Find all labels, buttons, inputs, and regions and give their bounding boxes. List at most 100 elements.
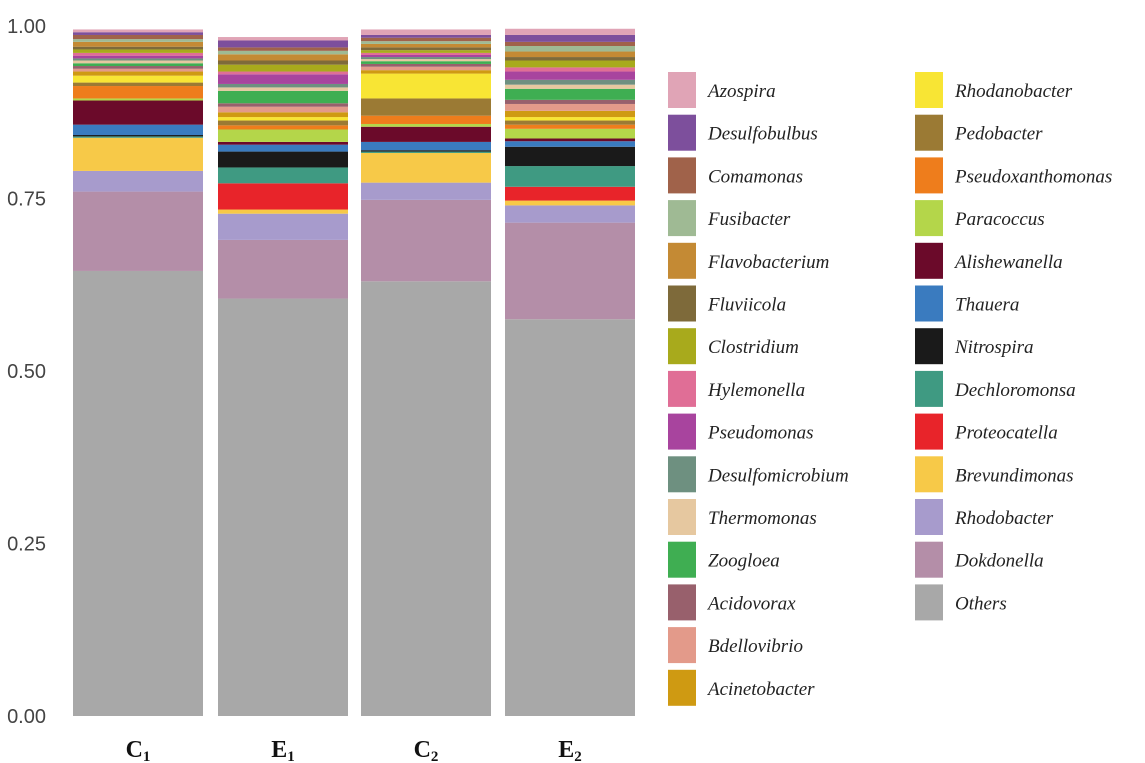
legend-item-dokdonella: Dokdonella xyxy=(915,541,1044,578)
bar-segment-pseudomonas-C1 xyxy=(73,55,203,59)
legend-swatch xyxy=(668,499,696,535)
bar-segment-alishewanella-E1 xyxy=(218,141,348,145)
bar-segment-acinetobacter-C2 xyxy=(361,70,491,74)
bar-segment-nitrospira-C2 xyxy=(361,150,491,152)
bar-segment-fusibacter-C2 xyxy=(361,41,491,44)
bar-segment-clostridium-E2 xyxy=(505,60,635,68)
bar-segment-brevundimonas-C2 xyxy=(361,152,491,183)
bar-segment-desulfomicrobium-E1 xyxy=(218,83,348,88)
bar-segment-thermomonas-E1 xyxy=(218,87,348,91)
legend-item-fusibacter: Fusibacter xyxy=(668,200,791,237)
bar-segment-dokdonella-E2 xyxy=(505,222,635,320)
y-tick-label: 0.50 xyxy=(7,361,46,383)
bar-segment-fluviicola-E2 xyxy=(505,57,635,61)
legend-swatch xyxy=(668,114,696,151)
bar-segment-comamonas-C2 xyxy=(361,37,491,42)
legend-item-alishewanella: Alishewanella xyxy=(915,242,1063,279)
y-tick-label: 0.00 xyxy=(7,706,46,728)
bar-segment-pseudomonas-E1 xyxy=(218,74,348,84)
legend-swatch xyxy=(915,200,943,237)
bars xyxy=(73,28,635,716)
bar-segment-clostridium-C1 xyxy=(73,49,203,53)
legend-swatch xyxy=(668,370,696,407)
legend-item-comamonas: Comamonas xyxy=(668,157,803,194)
bar-segment-hylemonella-C2 xyxy=(361,52,491,55)
y-tick-label: 1.00 xyxy=(7,16,46,38)
legend-item-pseudoxanthomonas: Pseudoxanthomonas xyxy=(915,157,1112,194)
bar-segment-proteocatella-E1 xyxy=(218,183,348,210)
bar-segment-comamonas-E1 xyxy=(218,47,348,51)
legend-label: Paracoccus xyxy=(954,209,1045,230)
legend-item-acidovorax: Acidovorax xyxy=(668,584,796,621)
legend-swatch xyxy=(668,541,696,578)
legend-label: Fluviicola xyxy=(707,295,786,316)
legend-label: Alishewanella xyxy=(953,252,1063,273)
bar-segment-dokdonella-E1 xyxy=(218,239,348,299)
bar-segment-acidovorax-E1 xyxy=(218,103,348,107)
bar-segment-desulfobulbus-E2 xyxy=(505,34,635,42)
bar-segment-paracoccus-C2 xyxy=(361,123,491,127)
legend-item-fluviicola: Fluviicola xyxy=(668,285,786,322)
bar-segment-alishewanella-C1 xyxy=(73,100,203,125)
legend-item-desulfomicrobium: Desulfomicrobium xyxy=(668,456,849,493)
legend-label: Proteocatella xyxy=(954,423,1058,444)
bar-segment-desulfomicrobium-C1 xyxy=(73,58,203,61)
legend-swatch xyxy=(915,499,943,535)
bar-segment-zoogloea-C1 xyxy=(73,63,203,67)
bar-segment-dechloromonsa-E2 xyxy=(505,166,635,187)
bar-segment-thauera-E1 xyxy=(218,144,348,152)
bar-segment-rhodanobacter-E1 xyxy=(218,117,348,121)
bar-segment-fluviicola-E1 xyxy=(218,60,348,65)
bar-segment-fluviicola-C1 xyxy=(73,46,203,50)
legend-item-rhodobacter: Rhodobacter xyxy=(915,499,1054,535)
bar-segment-bdellovibrio-E1 xyxy=(218,106,348,113)
legend-swatch xyxy=(668,72,696,108)
bar-segment-azospira-C2 xyxy=(361,29,491,35)
bar-segment-clostridium-C2 xyxy=(361,50,491,53)
bar-segment-thauera-C2 xyxy=(361,141,491,151)
legend-swatch xyxy=(668,242,696,279)
legend-label: Others xyxy=(955,593,1007,614)
legend-label: Bdellovibrio xyxy=(708,636,803,657)
legend-item-pedobacter: Pedobacter xyxy=(915,114,1043,151)
bar-segment-bdellovibrio-C2 xyxy=(361,66,491,71)
legend-label: Pseudomonas xyxy=(707,423,814,444)
legend-label: Acinetobacter xyxy=(706,679,815,700)
bar-segment-azospira-E1 xyxy=(218,37,348,41)
x-tick-label: C1 xyxy=(126,737,151,763)
legend-label: Rhodobacter xyxy=(954,508,1054,529)
bar-segment-dokdonella-C2 xyxy=(361,199,491,282)
bar-segment-pseudoxanthomonas-C1 xyxy=(73,86,203,99)
legend-label: Pseudoxanthomonas xyxy=(954,166,1112,187)
legend-swatch xyxy=(668,627,696,664)
bar-segment-rhodobacter-C1 xyxy=(73,170,203,192)
bar-segment-pedobacter-E1 xyxy=(218,120,348,126)
bar-segment-acinetobacter-E1 xyxy=(218,112,348,118)
legend-swatch xyxy=(668,456,696,493)
legend-label: Flavobacterium xyxy=(707,252,829,273)
bar-segment-others-C1 xyxy=(73,270,203,716)
bar-segment-thermomonas-E2 xyxy=(505,84,635,89)
bar-segment-bdellovibrio-E2 xyxy=(505,103,635,111)
legend-item-hylemonella: Hylemonella xyxy=(668,370,805,407)
bar-segment-rhodobacter-E2 xyxy=(505,205,635,223)
bar-segment-rhodobacter-C2 xyxy=(361,182,491,200)
y-tick-label: 0.25 xyxy=(7,534,46,556)
bar-segment-rhodanobacter-C2 xyxy=(361,73,491,99)
legend-label: Dechloromonsa xyxy=(954,380,1076,401)
bar-segment-pedobacter-C1 xyxy=(73,82,203,87)
legend-label: Thauera xyxy=(955,295,1019,316)
bar-segment-alishewanella-C2 xyxy=(361,126,491,142)
legend-label: Comamonas xyxy=(708,166,803,187)
bar-segment-dechloromonsa-C2 xyxy=(361,151,491,153)
legend-label: Azospira xyxy=(706,81,776,102)
legend-item-rhodanobacter: Rhodanobacter xyxy=(915,72,1073,108)
legend-swatch xyxy=(668,584,696,621)
bar-segment-brevundimonas-E1 xyxy=(218,209,348,214)
legend-item-flavobacterium: Flavobacterium xyxy=(668,242,829,279)
bar-stack-C1 xyxy=(73,29,203,716)
legend-swatch xyxy=(915,413,943,450)
bar-segment-rhodanobacter-E2 xyxy=(505,117,635,121)
legend-swatch xyxy=(668,200,696,237)
